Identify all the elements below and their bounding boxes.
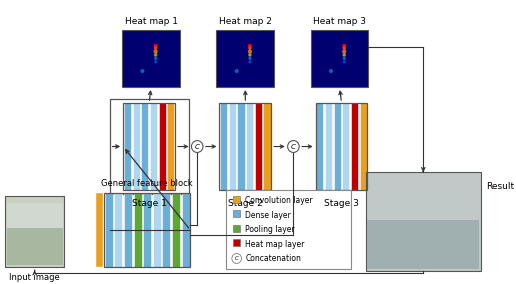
Circle shape [343,47,345,49]
Bar [233,196,239,203]
Circle shape [343,45,346,47]
Bar [104,193,190,267]
Bar [115,193,122,267]
Circle shape [154,54,157,56]
Circle shape [249,64,251,66]
Circle shape [154,50,157,53]
Bar [220,103,227,190]
Bar [316,103,367,190]
Bar [167,103,174,190]
Circle shape [343,54,345,56]
Circle shape [249,57,251,59]
Circle shape [330,70,332,72]
Bar [124,193,132,267]
Bar [316,103,324,190]
Bar [7,226,62,265]
Text: Heat map 3: Heat map 3 [313,17,366,26]
Circle shape [249,47,251,49]
Bar [342,103,349,190]
Circle shape [249,50,251,53]
Circle shape [343,57,345,59]
Bar [153,193,161,267]
Text: Input image: Input image [9,273,60,282]
Bar [367,220,479,269]
Text: Stage 1: Stage 1 [132,199,167,208]
Text: Concatenation: Concatenation [245,254,301,263]
Circle shape [155,61,156,63]
Bar [134,193,141,267]
Bar [365,172,481,271]
Bar [226,190,351,269]
Bar [105,193,112,267]
Bar [124,103,131,190]
Bar [182,193,189,267]
Text: General feature block: General feature block [101,179,193,188]
Circle shape [154,45,157,47]
Text: Dense layer: Dense layer [245,211,291,220]
Bar [311,30,368,87]
Circle shape [249,61,251,63]
Bar [219,103,271,190]
Text: C: C [235,256,238,261]
Circle shape [155,57,157,59]
Circle shape [191,141,203,153]
Text: Heat map 2: Heat map 2 [219,17,272,26]
Bar [110,99,188,194]
Circle shape [343,61,345,63]
Circle shape [343,50,346,53]
Circle shape [155,64,156,66]
Bar [172,193,180,267]
Bar [263,103,270,190]
Bar [246,103,253,190]
Text: Heat map layer: Heat map layer [245,240,304,248]
Bar [96,193,103,267]
Text: Heat map 1: Heat map 1 [124,17,178,26]
Bar [123,103,175,190]
Text: Stage 3: Stage 3 [324,199,359,208]
Text: C: C [195,143,200,149]
Bar [216,30,274,87]
Text: Convolution layer: Convolution layer [245,196,313,205]
Bar [122,30,180,87]
Bar [158,103,166,190]
Bar [143,193,151,267]
Bar [163,193,170,267]
Bar [7,203,62,228]
Text: C: C [291,143,296,149]
Circle shape [232,254,241,264]
Text: Stage 2: Stage 2 [228,199,263,208]
Bar [141,103,148,190]
Bar [237,103,245,190]
Bar [255,103,262,190]
Circle shape [235,70,238,72]
Bar [5,196,64,267]
Circle shape [344,64,345,66]
Bar [233,225,239,232]
Circle shape [287,141,299,153]
Circle shape [155,47,157,49]
Circle shape [141,70,144,72]
Circle shape [249,45,251,47]
Text: Pooling layer: Pooling layer [245,225,295,234]
Bar [229,103,236,190]
Bar [233,239,239,246]
Bar [325,103,332,190]
Bar [133,103,140,190]
Bar [334,103,341,190]
Bar [233,210,239,217]
Bar [150,103,157,190]
Bar [351,103,358,190]
Text: Result: Result [486,182,514,191]
Bar [360,103,367,190]
Circle shape [249,54,251,56]
